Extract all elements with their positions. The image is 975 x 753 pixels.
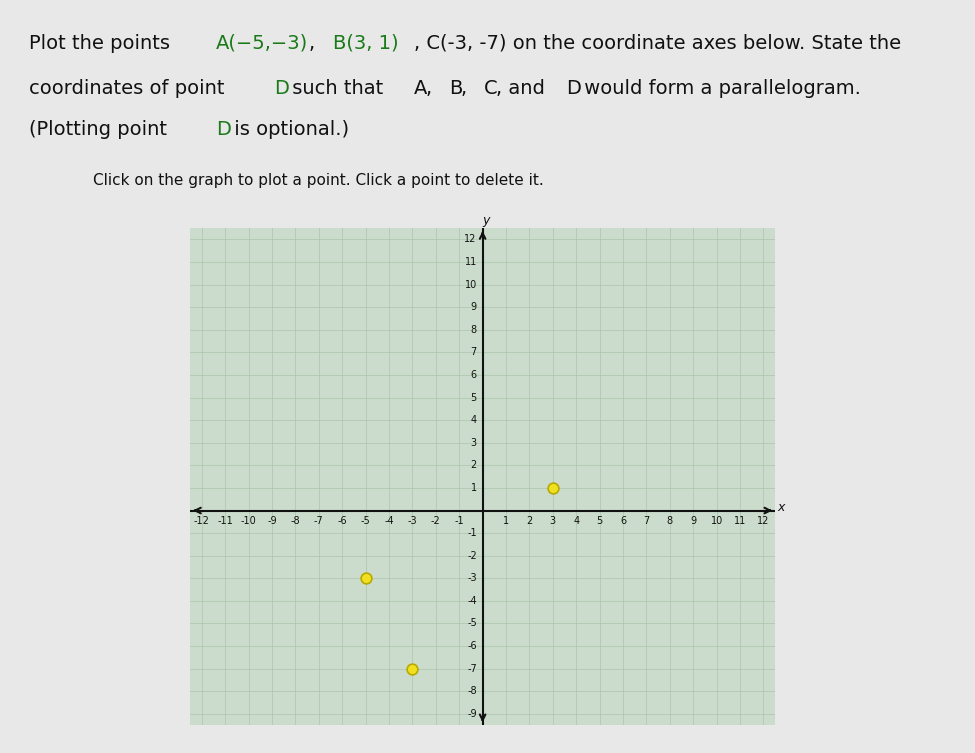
Text: 1: 1 xyxy=(471,483,477,493)
Text: D: D xyxy=(274,79,290,98)
Text: -8: -8 xyxy=(291,517,300,526)
Text: 3: 3 xyxy=(550,517,556,526)
Text: -5: -5 xyxy=(467,618,477,629)
Point xyxy=(358,572,373,584)
Text: 9: 9 xyxy=(471,302,477,312)
Text: -4: -4 xyxy=(384,517,394,526)
Text: 10: 10 xyxy=(711,517,722,526)
Text: -7: -7 xyxy=(467,663,477,674)
Text: 11: 11 xyxy=(734,517,746,526)
Text: C: C xyxy=(485,79,498,98)
Text: B: B xyxy=(449,79,462,98)
Text: ,: , xyxy=(309,34,322,53)
Text: -5: -5 xyxy=(361,517,370,526)
Point xyxy=(545,482,561,494)
Text: A: A xyxy=(414,79,428,98)
Text: Plot the points: Plot the points xyxy=(29,34,176,53)
Text: such that: such that xyxy=(286,79,389,98)
Text: -3: -3 xyxy=(408,517,417,526)
Text: 10: 10 xyxy=(464,279,477,290)
Text: 11: 11 xyxy=(464,257,477,267)
Text: 1: 1 xyxy=(503,517,509,526)
Text: coordinates of point: coordinates of point xyxy=(29,79,231,98)
Text: 9: 9 xyxy=(690,517,696,526)
Text: y: y xyxy=(483,214,489,227)
Text: 12: 12 xyxy=(464,234,477,245)
Text: x: x xyxy=(777,501,785,514)
Text: -1: -1 xyxy=(454,517,464,526)
Text: is optional.): is optional.) xyxy=(227,120,349,139)
Text: -11: -11 xyxy=(217,517,233,526)
Text: 3: 3 xyxy=(471,437,477,448)
Text: 7: 7 xyxy=(644,517,649,526)
Text: would form a parallelogram.: would form a parallelogram. xyxy=(577,79,861,98)
Text: 2: 2 xyxy=(471,460,477,471)
Text: -1: -1 xyxy=(467,528,477,538)
Text: 4: 4 xyxy=(471,415,477,425)
Text: 4: 4 xyxy=(573,517,579,526)
Text: -6: -6 xyxy=(467,641,477,651)
Text: 5: 5 xyxy=(471,392,477,403)
Text: , C(-3, -7) on the coordinate axes below. State the: , C(-3, -7) on the coordinate axes below… xyxy=(414,34,901,53)
Text: -12: -12 xyxy=(194,517,210,526)
Text: Click on the graph to plot a point. Click a point to delete it.: Click on the graph to plot a point. Clic… xyxy=(93,173,543,188)
Text: -2: -2 xyxy=(467,550,477,561)
Text: -8: -8 xyxy=(467,686,477,697)
Text: -6: -6 xyxy=(337,517,347,526)
Text: ,: , xyxy=(461,79,473,98)
Text: 2: 2 xyxy=(526,517,532,526)
Text: 8: 8 xyxy=(471,325,477,335)
Text: 8: 8 xyxy=(667,517,673,526)
Text: 6: 6 xyxy=(471,370,477,380)
Text: (Plotting point: (Plotting point xyxy=(29,120,174,139)
Text: -3: -3 xyxy=(467,573,477,584)
Text: 7: 7 xyxy=(471,347,477,358)
Point xyxy=(405,663,420,675)
Text: -7: -7 xyxy=(314,517,324,526)
Text: 12: 12 xyxy=(758,517,769,526)
Text: ,: , xyxy=(426,79,439,98)
Text: D: D xyxy=(215,120,231,139)
Text: 5: 5 xyxy=(597,517,603,526)
Text: 6: 6 xyxy=(620,517,626,526)
Text: A(−5,−3): A(−5,−3) xyxy=(215,34,308,53)
Text: -9: -9 xyxy=(467,709,477,719)
Text: B(3, 1): B(3, 1) xyxy=(332,34,398,53)
Text: D: D xyxy=(566,79,581,98)
Text: , and: , and xyxy=(496,79,551,98)
Text: -9: -9 xyxy=(267,517,277,526)
Text: -4: -4 xyxy=(467,596,477,606)
Text: -2: -2 xyxy=(431,517,441,526)
Text: -10: -10 xyxy=(241,517,256,526)
